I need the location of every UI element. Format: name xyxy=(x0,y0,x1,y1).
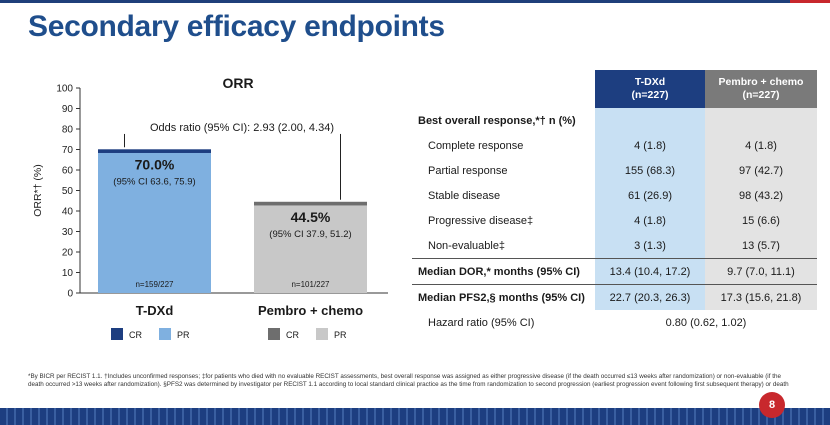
hazard-ratio-value: 0.80 (0.62, 1.02) xyxy=(595,310,817,335)
hazard-ratio-row: Hazard ratio (95% CI) 0.80 (0.62, 1.02) xyxy=(412,310,817,335)
table-row: Non-evaluable‡ 3 (1.3) 13 (5.7) xyxy=(412,233,817,259)
y-tick-label: 40 xyxy=(62,207,74,218)
y-tick-label: 50 xyxy=(62,186,74,197)
tdxd-value: 3 (1.3) xyxy=(595,233,705,259)
legend-label: PR xyxy=(177,330,190,340)
pembro-dor-value: 9.7 (7.0, 11.1) xyxy=(705,258,817,285)
chart-title: ORR xyxy=(222,75,253,91)
bar-ci-label: (95% CI 63.6, 75.9) xyxy=(113,176,195,187)
section-title: Best overall response,*† n (%) xyxy=(418,114,576,127)
bar-n-label: n=159/227 xyxy=(135,280,174,289)
bar-pr-1 xyxy=(254,205,367,293)
legend-swatch-pr xyxy=(316,328,328,340)
bottom-band-divider xyxy=(0,405,830,408)
dor-row: Median DOR,* months (95% CI) 13.4 (10.4,… xyxy=(412,258,817,285)
y-tick-label: 30 xyxy=(62,227,74,238)
bar-ci-label: (95% CI 37.9, 51.2) xyxy=(269,229,351,240)
y-tick-label: 100 xyxy=(56,84,73,95)
y-tick-label: 20 xyxy=(62,248,74,259)
response-table-grid: T-DXd (n=227) Pembro + chemo (n=227) Bes… xyxy=(412,70,817,335)
x-category-label: Pembro + chemo xyxy=(258,303,363,318)
tdxd-value: 61 (26.9) xyxy=(595,183,705,208)
legend-label: CR xyxy=(286,330,299,340)
legend-swatch-pr xyxy=(159,328,171,340)
y-tick-label: 90 xyxy=(62,104,74,115)
table-cell xyxy=(705,108,817,133)
pembro-value: 13 (5.7) xyxy=(705,233,817,259)
row-label: Complete response xyxy=(428,139,524,152)
bottom-band xyxy=(0,405,830,425)
odds-ratio-annotation: Odds ratio (95% CI): 2.93 (2.00, 4.34) xyxy=(150,122,334,134)
bar-total-label: 70.0% xyxy=(135,156,175,172)
table-row: Progressive disease‡ 4 (1.8) 15 (6.6) xyxy=(412,208,817,233)
table-row: Partial response 155 (68.3) 97 (42.7) xyxy=(412,158,817,183)
tdxd-value: 4 (1.8) xyxy=(595,208,705,233)
orr-chart-svg: ORR 0 10 20 30 40 50 60 70 80 90 100 ORR*† (%) 70.0% (… xyxy=(32,75,388,340)
y-tick-label: 0 xyxy=(67,289,73,300)
legend-label: CR xyxy=(129,330,142,340)
pembro-pfs2-value: 17.3 (15.6, 21.8) xyxy=(705,284,817,310)
hazard-ratio-label: Hazard ratio (95% CI) xyxy=(428,316,535,329)
pembro-header-n: (n=227) xyxy=(742,89,780,101)
bar-cr-0 xyxy=(98,149,211,153)
legend-swatch-cr xyxy=(111,328,123,340)
odds-ratio-label-bg xyxy=(124,118,360,134)
pfs2-label: Median PFS2,§ months (95% CI) xyxy=(412,284,595,310)
table-cell xyxy=(595,108,705,133)
pembro-value: 97 (42.7) xyxy=(705,158,817,183)
footnote: *By BICR per RECIST 1.1. †Includes uncon… xyxy=(28,373,789,389)
section-title-row: Best overall response,*† n (%) xyxy=(412,108,817,133)
bar-total-label: 44.5% xyxy=(291,209,331,225)
pembro-value: 15 (6.6) xyxy=(705,208,817,233)
tdxd-value: 155 (68.3) xyxy=(595,158,705,183)
y-axis-label: ORR*† (%) xyxy=(32,164,44,217)
table-row: Stable disease 61 (26.9) 98 (43.2) xyxy=(412,183,817,208)
pembro-value: 98 (43.2) xyxy=(705,183,817,208)
pembro-column-header: Pembro + chemo (n=227) xyxy=(705,70,817,108)
tdxd-pfs2-value: 22.7 (20.3, 26.3) xyxy=(595,284,705,310)
dor-label: Median DOR,* months (95% CI) xyxy=(412,258,595,285)
top-right-accent xyxy=(790,0,830,11)
tdxd-header-name: T-DXd xyxy=(634,76,666,88)
pembro-header-name: Pembro + chemo xyxy=(718,76,804,88)
x-category-label: T-DXd xyxy=(136,303,174,318)
row-label: Progressive disease‡ xyxy=(428,214,534,227)
row-label: Partial response xyxy=(428,164,508,177)
tdxd-column-header: T-DXd (n=227) xyxy=(595,70,705,108)
y-tick-label: 60 xyxy=(62,166,74,177)
table-row: Complete response 4 (1.8) 4 (1.8) xyxy=(412,133,817,158)
page-number-badge: 8 xyxy=(759,392,785,418)
y-tick-label: 80 xyxy=(62,125,74,136)
bar-n-label: n=101/227 xyxy=(291,280,330,289)
row-label: Non-evaluable‡ xyxy=(428,239,506,252)
table-header-blank xyxy=(412,70,595,108)
tdxd-dor-value: 13.4 (10.4, 17.2) xyxy=(595,258,705,285)
y-tick-label: 70 xyxy=(62,145,74,156)
pembro-value: 4 (1.8) xyxy=(705,133,817,158)
bar-cr-1 xyxy=(254,201,367,206)
pfs2-row: Median PFS2,§ months (95% CI) 22.7 (20.3… xyxy=(412,284,817,310)
legend-label: PR xyxy=(334,330,347,340)
row-label: Stable disease xyxy=(428,189,501,202)
orr-chart: ORR 0 10 20 30 40 50 60 70 80 90 100 ORR*† (%) 70.0% (… xyxy=(28,70,396,360)
bar-pr-0 xyxy=(98,152,211,293)
tdxd-value: 4 (1.8) xyxy=(595,133,705,158)
slide-title: Secondary efficacy endpoints xyxy=(28,10,445,43)
top-rule xyxy=(0,0,830,3)
response-table: T-DXd (n=227) Pembro + chemo (n=227) Bes… xyxy=(412,70,817,335)
legend-swatch-cr xyxy=(268,328,280,340)
tdxd-header-n: (n=227) xyxy=(631,89,669,101)
table-header-row: T-DXd (n=227) Pembro + chemo (n=227) xyxy=(412,70,817,108)
y-tick-label: 10 xyxy=(62,268,74,279)
